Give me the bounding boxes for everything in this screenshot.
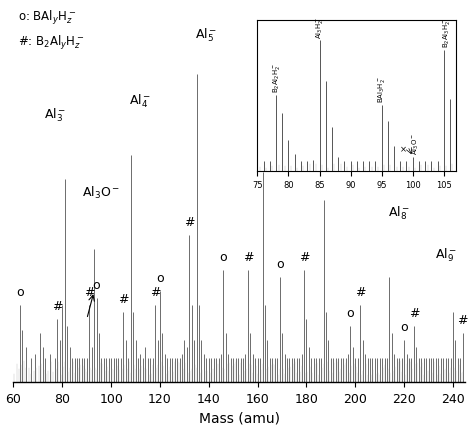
Text: o: o bbox=[346, 307, 354, 319]
Text: Al$_7^-$: Al$_7^-$ bbox=[303, 128, 325, 145]
X-axis label: Mass (amu): Mass (amu) bbox=[199, 411, 280, 424]
Text: Al$_3$O$^-$: Al$_3$O$^-$ bbox=[82, 185, 120, 201]
Text: #: # bbox=[150, 286, 160, 298]
Text: o: o bbox=[276, 258, 283, 270]
Text: #: # bbox=[355, 286, 365, 298]
Text: o: o bbox=[93, 279, 100, 292]
Text: Al$_5^-$: Al$_5^-$ bbox=[195, 27, 218, 44]
Text: o: BAl$_y$H$_z^-$
#: B$_2$Al$_y$H$_z^-$: o: BAl$_y$H$_z^-$ #: B$_2$Al$_y$H$_z^-$ bbox=[18, 9, 84, 52]
Text: o: o bbox=[156, 272, 164, 285]
Text: #: # bbox=[184, 216, 194, 229]
Text: #: # bbox=[299, 251, 310, 264]
Text: Al$_6^-$: Al$_6^-$ bbox=[261, 107, 283, 124]
Text: o: o bbox=[401, 320, 408, 333]
Text: #: # bbox=[409, 307, 419, 319]
Text: Al$_8^-$: Al$_8^-$ bbox=[388, 204, 410, 222]
Text: Al$_9^-$: Al$_9^-$ bbox=[435, 246, 457, 264]
Text: o: o bbox=[16, 286, 23, 298]
Text: Al$_3^-$: Al$_3^-$ bbox=[44, 107, 66, 124]
Text: Al$_4^-$: Al$_4^-$ bbox=[129, 93, 152, 110]
Text: #: # bbox=[457, 313, 468, 326]
Text: #: # bbox=[118, 292, 128, 306]
Text: #: # bbox=[243, 251, 253, 264]
Text: #: # bbox=[52, 300, 63, 313]
Text: #: # bbox=[84, 286, 94, 298]
Text: o: o bbox=[219, 251, 227, 264]
